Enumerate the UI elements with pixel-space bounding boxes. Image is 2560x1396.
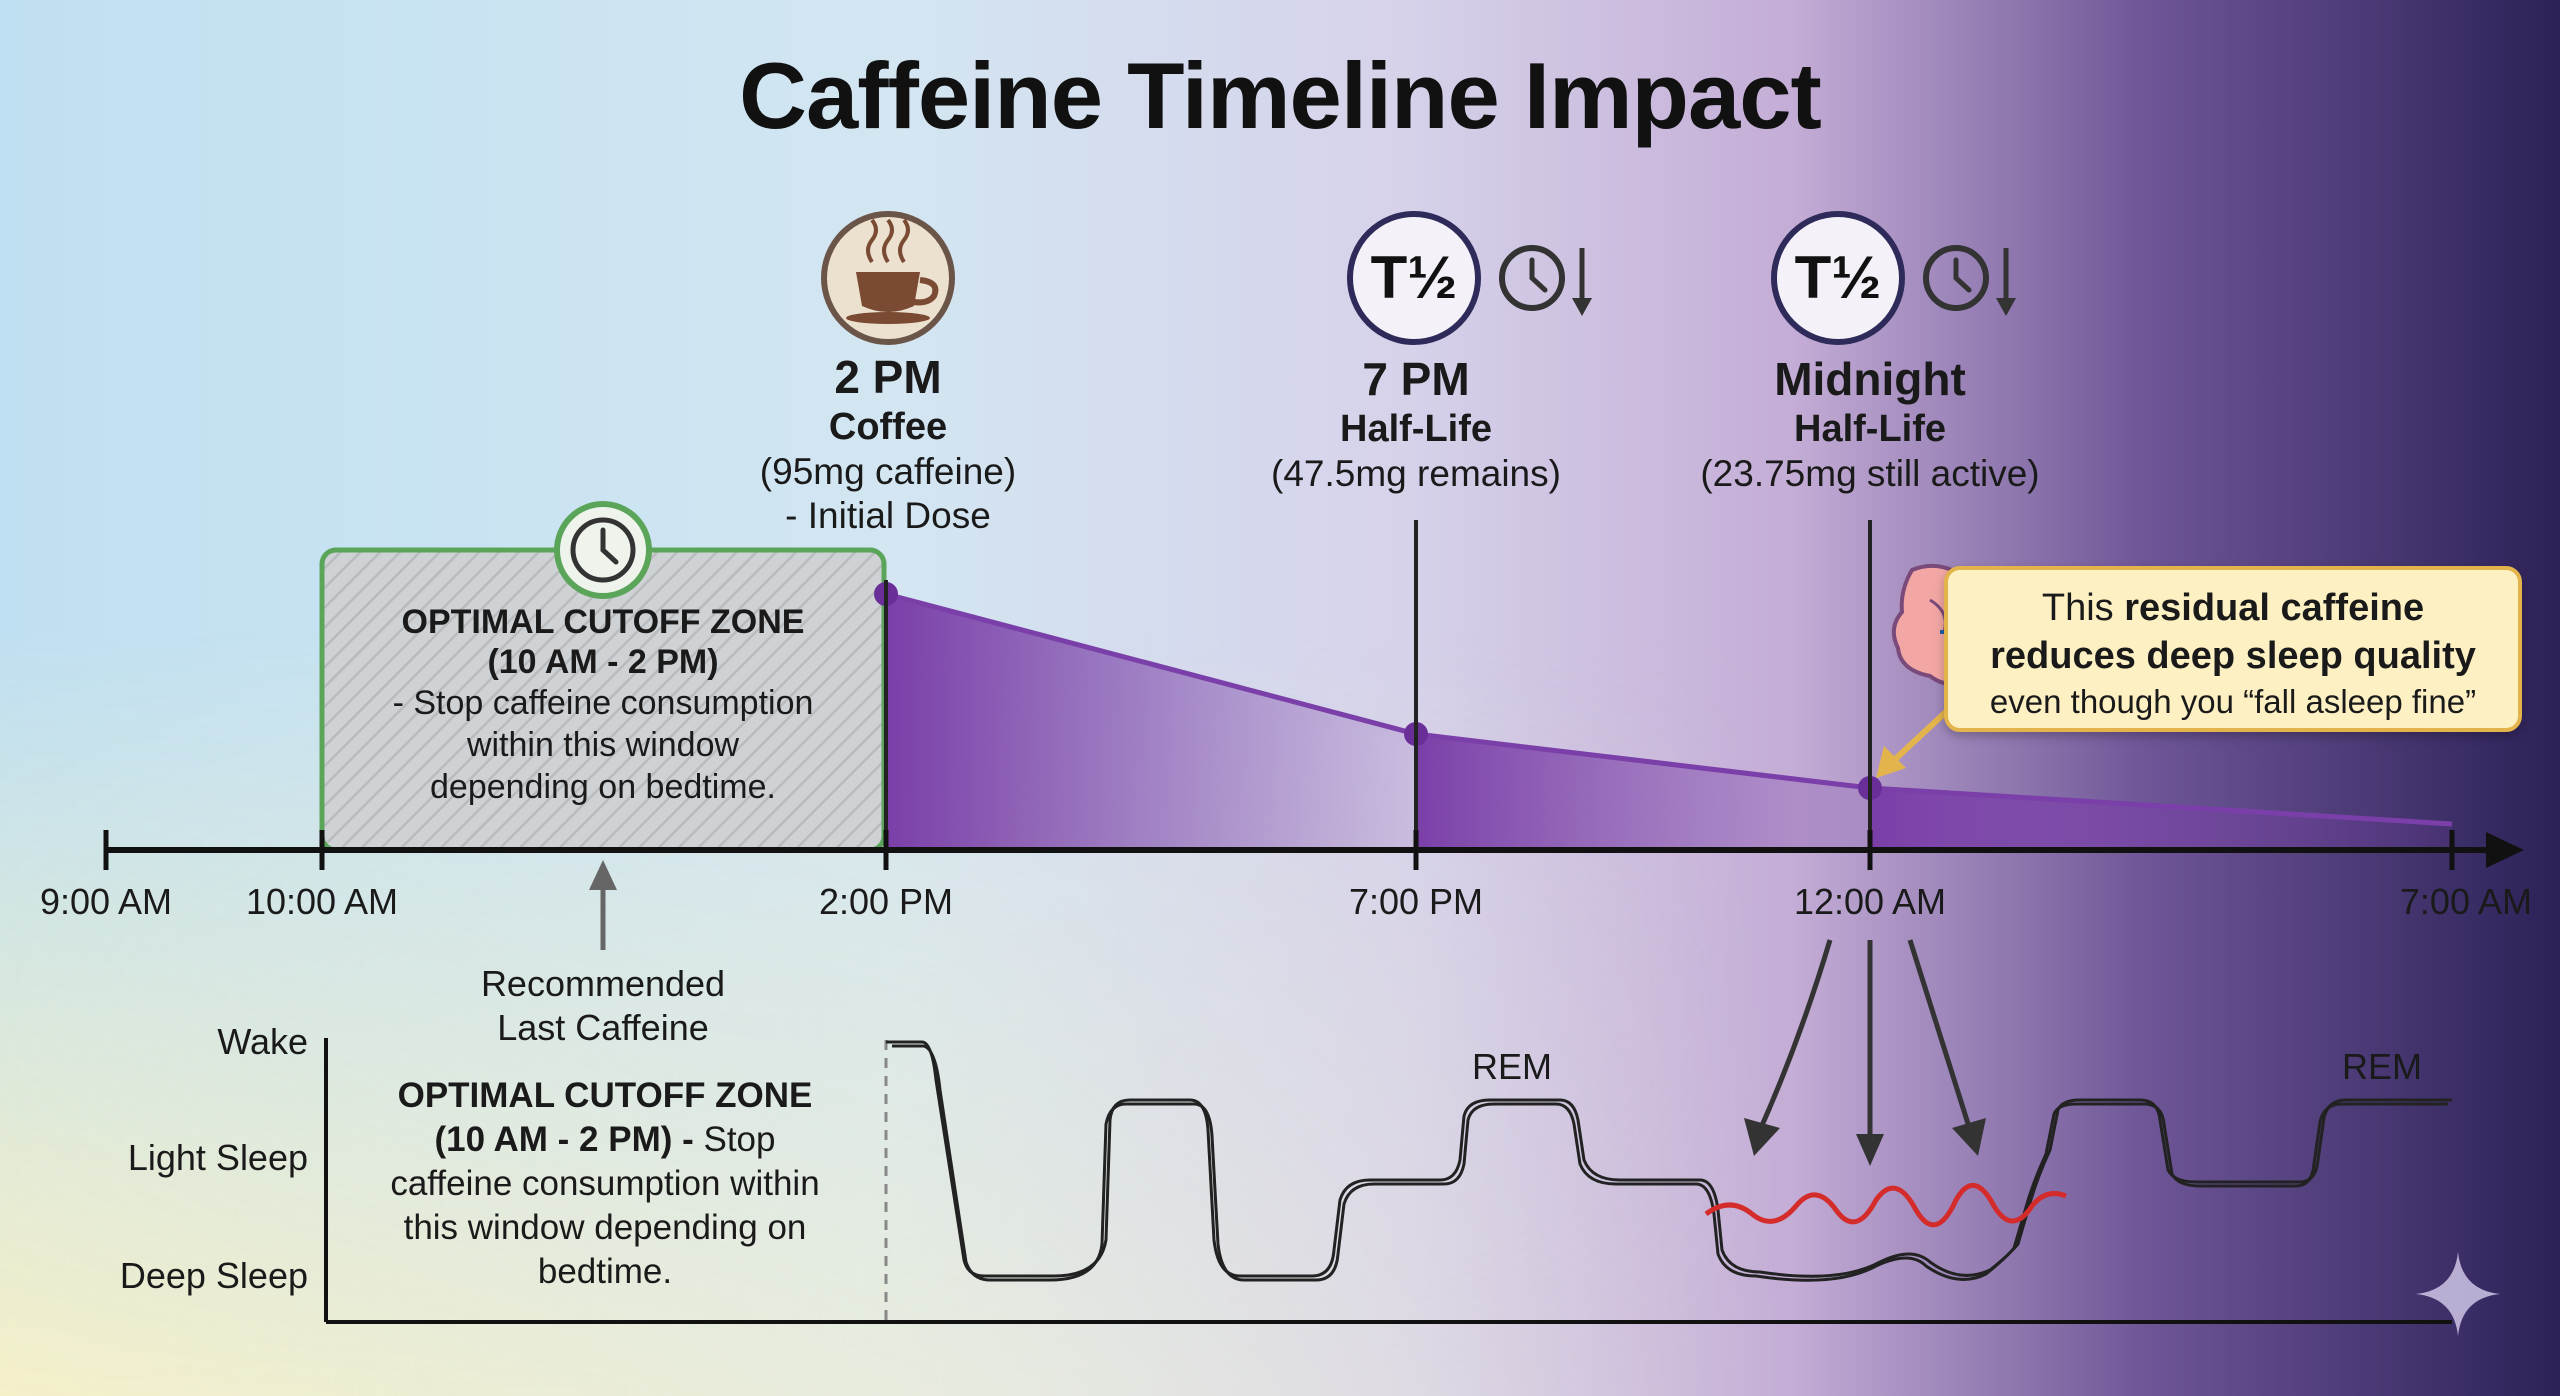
residual-caffeine-callout: This residual caffeine reduces deep slee… <box>1944 566 2522 732</box>
cutoff-zone-desc: within this window <box>466 726 740 764</box>
event-detail: (47.5mg remains) <box>1271 453 1561 494</box>
clock-down-icon <box>1923 245 2016 316</box>
event-detail: - Initial Dose <box>785 495 991 536</box>
lower-note-hours: (10 AM - 2 PM) - <box>434 1120 694 1159</box>
timeline-ticks <box>103 830 2455 870</box>
lower-note-text: Stop <box>693 1120 776 1159</box>
clock-icon <box>554 501 652 599</box>
cutoff-zone-desc: depending on bedtime. <box>430 768 776 806</box>
cutoff-zone-text: OPTIMAL CUTOFF ZONE (10 AM - 2 PM) - Sto… <box>322 602 884 808</box>
caffeine-area <box>874 582 2453 850</box>
tick-label: 7:00 PM <box>1348 881 1484 922</box>
event-coffee: 2 PM Coffee (95mg caffeine) - Initial Do… <box>688 350 1088 538</box>
tick-label: 12:00 AM <box>1793 881 1947 922</box>
cutoff-zone-title: OPTIMAL CUTOFF ZONE <box>401 603 805 641</box>
callout-pointer <box>1887 707 1951 767</box>
cutoff-zone-desc: - Stop caffeine consumption <box>392 684 814 722</box>
tick-label: 7:00 AM <box>2399 881 2532 922</box>
svg-text:T½: T½ <box>1371 244 1458 311</box>
callout-emphasis: reduces deep sleep quality <box>1990 635 2476 677</box>
stage-label-wake: Wake <box>217 1021 308 1062</box>
half-life-icon: T½ <box>1771 211 1905 345</box>
stage-label-deep: Deep Sleep <box>119 1255 308 1296</box>
event-name: Coffee <box>828 406 948 448</box>
lower-note-title: OPTIMAL CUTOFF ZONE <box>397 1076 813 1115</box>
lower-note-text: bedtime. <box>537 1252 673 1291</box>
tick-label: 10:00 AM <box>245 881 399 922</box>
stage-label-light: Light Sleep <box>127 1137 308 1178</box>
tick-label: 2:00 PM <box>818 881 954 922</box>
callout-text: This <box>2041 587 2125 629</box>
hypnogram <box>886 1040 2452 1282</box>
rem-label: REM <box>2342 1046 2422 1087</box>
callout-text: even though you “fall asleep fine” <box>1989 683 2477 720</box>
event-detail: (23.75mg still active) <box>1700 453 2040 494</box>
caffeine-area-segment <box>886 594 1416 850</box>
cutoff-zone-hours: (10 AM - 2 PM) <box>487 643 719 681</box>
disrupted-sleep-wave <box>1704 1182 2067 1228</box>
lower-note-text: caffeine consumption within <box>390 1164 820 1203</box>
event-time: 2 PM <box>834 351 942 403</box>
recommended-label: Recommended Last Caffeine <box>403 962 803 1050</box>
caffeine-area-segment <box>1416 734 1870 850</box>
coffee-cup-icon <box>821 211 955 345</box>
sparkle-icon <box>2416 1252 2500 1336</box>
event-time: Midnight <box>1774 353 1966 405</box>
lower-cutoff-note: OPTIMAL CUTOFF ZONE (10 AM - 2 PM) - Sto… <box>340 1074 870 1294</box>
event-name: Half-Life <box>1794 408 1946 450</box>
event-half-life-7pm: 7 PM Half-Life (47.5mg remains) <box>1166 352 1666 496</box>
callout-emphasis: residual caffeine <box>2124 587 2425 629</box>
event-time: 7 PM <box>1362 353 1470 405</box>
caffeine-area-segment <box>1870 788 2452 850</box>
page-title: Caffeine Timeline Impact <box>739 43 1822 148</box>
svg-text:T½: T½ <box>1795 244 1882 311</box>
clock-down-icon <box>1499 245 1592 316</box>
rem-label: REM <box>1472 1046 1552 1087</box>
event-half-life-midnight: Midnight Half-Life (23.75mg still active… <box>1620 352 2120 496</box>
event-name: Half-Life <box>1340 408 1492 450</box>
recommended-line: Last Caffeine <box>497 1007 709 1048</box>
caffeine-decay-line <box>885 591 2453 827</box>
lower-note-text: this window depending on <box>403 1208 807 1247</box>
timeline-arrowhead <box>2486 832 2524 868</box>
impact-arrows <box>1757 939 1973 1150</box>
recommended-line: Recommended <box>480 963 726 1004</box>
tick-label: 9:00 AM <box>39 881 173 922</box>
half-life-icon: T½ <box>1347 211 1481 345</box>
event-detail: (95mg caffeine) <box>759 451 1017 492</box>
